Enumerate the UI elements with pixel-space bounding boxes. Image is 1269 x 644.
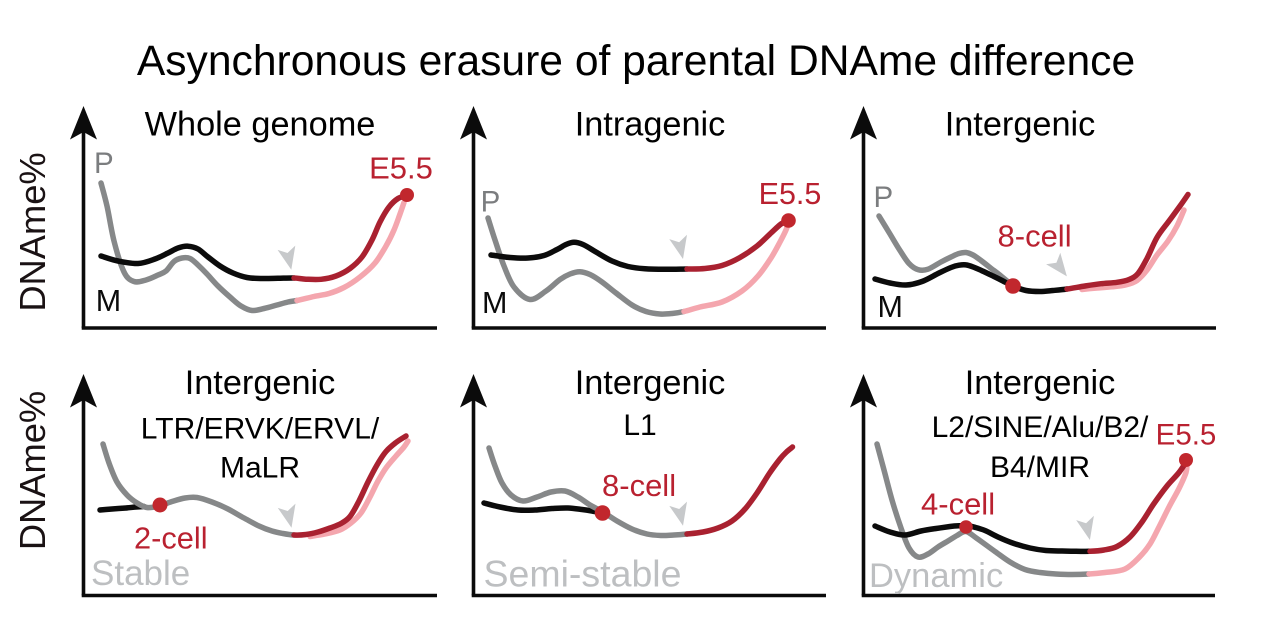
- svg-text:8-cell: 8-cell: [602, 468, 676, 503]
- svg-text:E5.5: E5.5: [1156, 419, 1217, 452]
- svg-text:Intergenic: Intergenic: [965, 364, 1116, 402]
- svg-text:E5.5: E5.5: [369, 151, 433, 186]
- svg-text:L1: L1: [623, 409, 656, 442]
- svg-text:8-cell: 8-cell: [998, 219, 1072, 254]
- svg-text:M: M: [878, 290, 903, 324]
- svg-text:Intergenic: Intergenic: [185, 364, 336, 402]
- svg-text:DNAme%: DNAme%: [12, 152, 53, 311]
- svg-text:MaLR: MaLR: [220, 452, 300, 485]
- svg-text:Intergenic: Intergenic: [575, 364, 726, 402]
- svg-text:2-cell: 2-cell: [134, 521, 208, 556]
- svg-text:Dynamic: Dynamic: [869, 557, 1003, 595]
- svg-text:B4/MIR: B4/MIR: [990, 451, 1090, 484]
- svg-text:Intergenic: Intergenic: [945, 106, 1096, 144]
- svg-text:M: M: [96, 284, 121, 318]
- svg-text:Whole genome: Whole genome: [145, 106, 376, 144]
- svg-text:Stable: Stable: [91, 554, 190, 593]
- svg-text:M: M: [482, 286, 507, 320]
- svg-text:Asynchronous erasure of parent: Asynchronous erasure of parental DNAme d…: [137, 37, 1135, 85]
- svg-text:LTR/ERVK/ERVL/: LTR/ERVK/ERVL/: [141, 413, 380, 446]
- svg-text:P: P: [874, 181, 894, 214]
- svg-text:4-cell: 4-cell: [921, 487, 995, 522]
- svg-text:Intragenic: Intragenic: [575, 106, 726, 144]
- svg-text:L2/SINE/Alu/B2/: L2/SINE/Alu/B2/: [932, 411, 1149, 444]
- svg-text:P: P: [94, 147, 114, 180]
- svg-text:E5.5: E5.5: [759, 177, 822, 211]
- svg-text:Semi-stable: Semi-stable: [484, 553, 682, 595]
- svg-text:P: P: [481, 186, 501, 219]
- svg-text:DNAme%: DNAme%: [12, 391, 53, 550]
